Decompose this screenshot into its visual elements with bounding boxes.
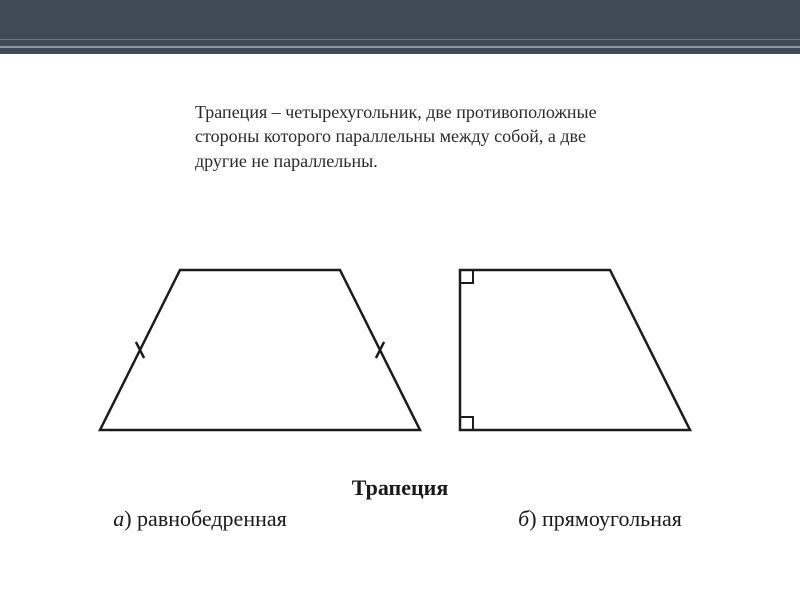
caption-b-letter: б <box>518 506 529 531</box>
header-bar <box>0 0 800 54</box>
definition-text: Трапеция – четырехугольник, две противоп… <box>195 100 605 173</box>
caption-row: а) равнобедренная б) прямоугольная <box>0 506 800 532</box>
caption-title: Трапеция <box>0 475 800 501</box>
caption-a-letter: а <box>113 506 124 531</box>
header-line-upper <box>0 39 800 40</box>
caption-b-text: ) прямоугольная <box>529 506 682 531</box>
trapezoid-diagram-svg <box>90 250 710 450</box>
diagram <box>90 250 710 450</box>
caption-b: б) прямоугольная <box>400 506 800 532</box>
header-line-lower <box>0 46 800 48</box>
caption-a-text: ) равнобедренная <box>124 506 287 531</box>
caption-a: а) равнобедренная <box>0 506 400 532</box>
